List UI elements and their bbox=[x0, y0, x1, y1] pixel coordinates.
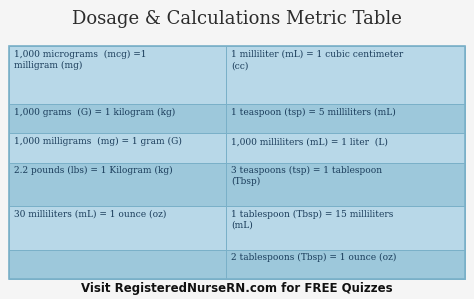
Text: 3 teaspoons (tsp) = 1 tablespoon
(Tbsp): 3 teaspoons (tsp) = 1 tablespoon (Tbsp) bbox=[231, 166, 383, 187]
Text: Visit RegisteredNurseRN.com for FREE Quizzes: Visit RegisteredNurseRN.com for FREE Qui… bbox=[81, 282, 393, 295]
Text: 1,000 milliliters (mL) = 1 liter  (L): 1,000 milliliters (mL) = 1 liter (L) bbox=[231, 137, 388, 146]
Text: 1,000 grams  (G) = 1 kilogram (kg): 1,000 grams (G) = 1 kilogram (kg) bbox=[14, 108, 175, 117]
Text: 1 milliliter (mL) = 1 cubic centimeter
(cc): 1 milliliter (mL) = 1 cubic centimeter (… bbox=[231, 50, 403, 70]
Bar bbox=[226, 133, 465, 163]
Text: 2.2 pounds (lbs) = 1 Kilogram (kg): 2.2 pounds (lbs) = 1 Kilogram (kg) bbox=[14, 166, 173, 175]
Text: 1,000 milligrams  (mg) = 1 gram (G): 1,000 milligrams (mg) = 1 gram (G) bbox=[14, 137, 182, 146]
Bar bbox=[9, 104, 226, 133]
Bar bbox=[9, 206, 226, 250]
Bar bbox=[226, 163, 465, 206]
Bar bbox=[9, 250, 226, 279]
Bar bbox=[9, 46, 226, 104]
Text: Dosage & Calculations Metric Table: Dosage & Calculations Metric Table bbox=[72, 10, 402, 28]
Bar bbox=[9, 133, 226, 163]
Bar bbox=[226, 250, 465, 279]
Text: 1 tablespoon (Tbsp) = 15 milliliters
(mL): 1 tablespoon (Tbsp) = 15 milliliters (mL… bbox=[231, 210, 393, 230]
Bar bbox=[9, 163, 226, 206]
Bar bbox=[226, 46, 465, 104]
Text: 1 teaspoon (tsp) = 5 milliliters (mL): 1 teaspoon (tsp) = 5 milliliters (mL) bbox=[231, 108, 396, 117]
Text: 2 tablespoons (Tbsp) = 1 ounce (oz): 2 tablespoons (Tbsp) = 1 ounce (oz) bbox=[231, 253, 397, 262]
Bar bbox=[226, 206, 465, 250]
Bar bbox=[226, 104, 465, 133]
Text: 1,000 micrograms  (mcg) =1
milligram (mg): 1,000 micrograms (mcg) =1 milligram (mg) bbox=[14, 50, 147, 70]
Text: 30 milliliters (mL) = 1 ounce (oz): 30 milliliters (mL) = 1 ounce (oz) bbox=[14, 210, 166, 219]
Bar bbox=[9, 46, 465, 279]
